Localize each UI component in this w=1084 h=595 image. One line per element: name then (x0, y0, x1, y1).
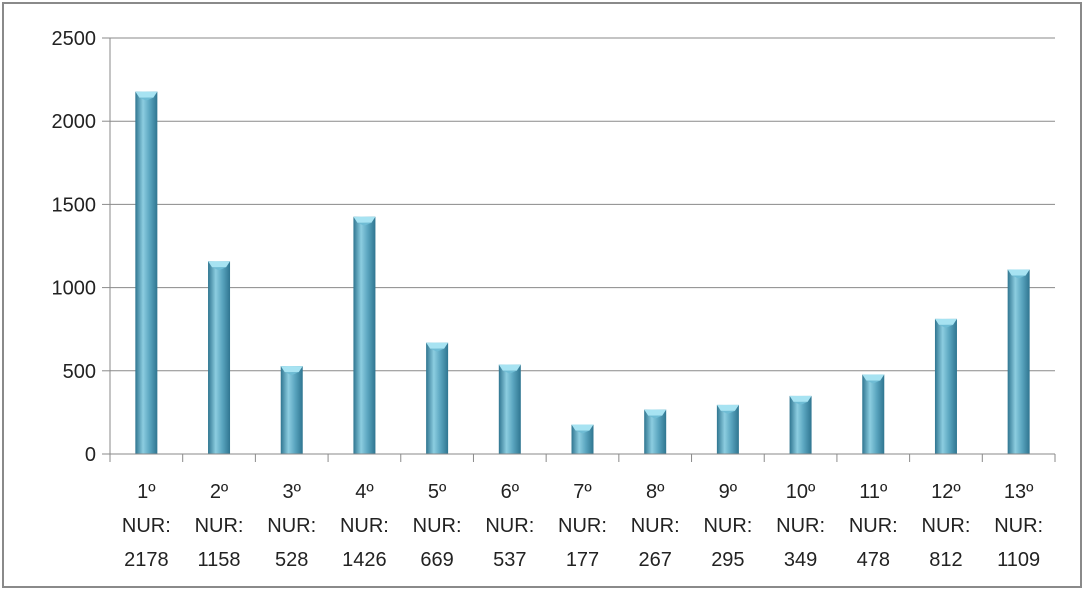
bar-body (280, 366, 303, 454)
bar-body (1007, 269, 1030, 454)
y-tick-label: 2000 (52, 111, 97, 133)
bar-top (498, 364, 521, 371)
bar-top (135, 91, 158, 98)
x-tick-label: 9º NUR: 295 (703, 481, 752, 571)
bar-body (789, 395, 812, 454)
bars (135, 91, 1030, 454)
bar (934, 318, 957, 454)
bar (208, 261, 231, 454)
bar-top (1007, 269, 1030, 276)
x-tick-label: 1º NUR: 2178 (122, 481, 171, 571)
bar-body (498, 364, 521, 454)
y-tick-label: 0 (85, 444, 96, 466)
bar-top-shade (284, 372, 299, 376)
y-axis-ticks: 0 500 1000 1500 2000 2500 (52, 28, 111, 466)
x-tick-label: 13º NUR: 1109 (994, 481, 1043, 571)
x-tick-label: 7º NUR: 177 (558, 481, 607, 571)
x-tick-label: 2º NUR: 1158 (195, 481, 244, 571)
x-axis-ticks: 1º NUR: 2178 2º NUR: 1158 3º NUR: 528 4º NUR: 1426 5… (109, 453, 1056, 571)
bar-top-shade (139, 97, 154, 101)
bar (1007, 269, 1030, 454)
bar-top (862, 374, 885, 381)
bar (426, 342, 449, 454)
bar-body (135, 91, 158, 454)
bar-body (426, 342, 449, 454)
bar-top-shade (720, 410, 735, 414)
bar-top-shade (866, 380, 881, 384)
y-tick-label: 1000 (52, 278, 97, 300)
bar-body (208, 261, 231, 454)
y-tick-label: 2500 (52, 28, 97, 50)
bar-top-shade (575, 430, 590, 434)
bar-top-shade (212, 267, 227, 271)
bar-top-shade (502, 370, 517, 374)
bar (571, 424, 594, 454)
bar-top (208, 261, 231, 268)
bar-top (571, 424, 594, 431)
bar-body (571, 424, 594, 454)
bar (644, 409, 667, 454)
x-tick-label: 6º NUR: 537 (485, 481, 534, 571)
bar (716, 404, 739, 454)
bar-top (280, 366, 303, 373)
bar (862, 374, 885, 454)
x-tick-label: 5º NUR: 669 (413, 481, 462, 571)
bar (135, 91, 158, 454)
bar-top-shade (648, 415, 663, 419)
x-tick-label: 11º NUR: 478 (849, 481, 898, 571)
bar (353, 216, 376, 454)
bar-top-shade (1011, 275, 1026, 279)
bar-body (644, 409, 667, 454)
bar-body (934, 318, 957, 454)
x-tick-label: 3º NUR: 528 (267, 481, 316, 571)
bar-body (716, 404, 739, 454)
bar-top (934, 318, 957, 325)
x-tick-label: 10º NUR: 349 (776, 481, 825, 571)
bar-top (789, 395, 812, 402)
bar (498, 364, 521, 454)
bar (280, 366, 303, 454)
x-tick-label: 4º NUR: 1426 (340, 481, 389, 571)
bar-top (716, 404, 739, 411)
y-tick-label: 1500 (52, 194, 97, 216)
x-tick-label: 8º NUR: 267 (631, 481, 680, 571)
bar (789, 395, 812, 454)
bar-body (862, 374, 885, 454)
bar-top-shade (430, 348, 445, 352)
bar-top (644, 409, 667, 416)
bar-top-shade (938, 324, 953, 328)
bar-body (353, 216, 376, 454)
y-tick-label: 500 (63, 361, 96, 383)
bar-top (426, 342, 449, 349)
bar-top-shade (793, 401, 808, 405)
bar-top-shade (357, 222, 372, 226)
bar-top (353, 216, 376, 223)
x-tick-label: 12º NUR: 812 (922, 481, 971, 571)
